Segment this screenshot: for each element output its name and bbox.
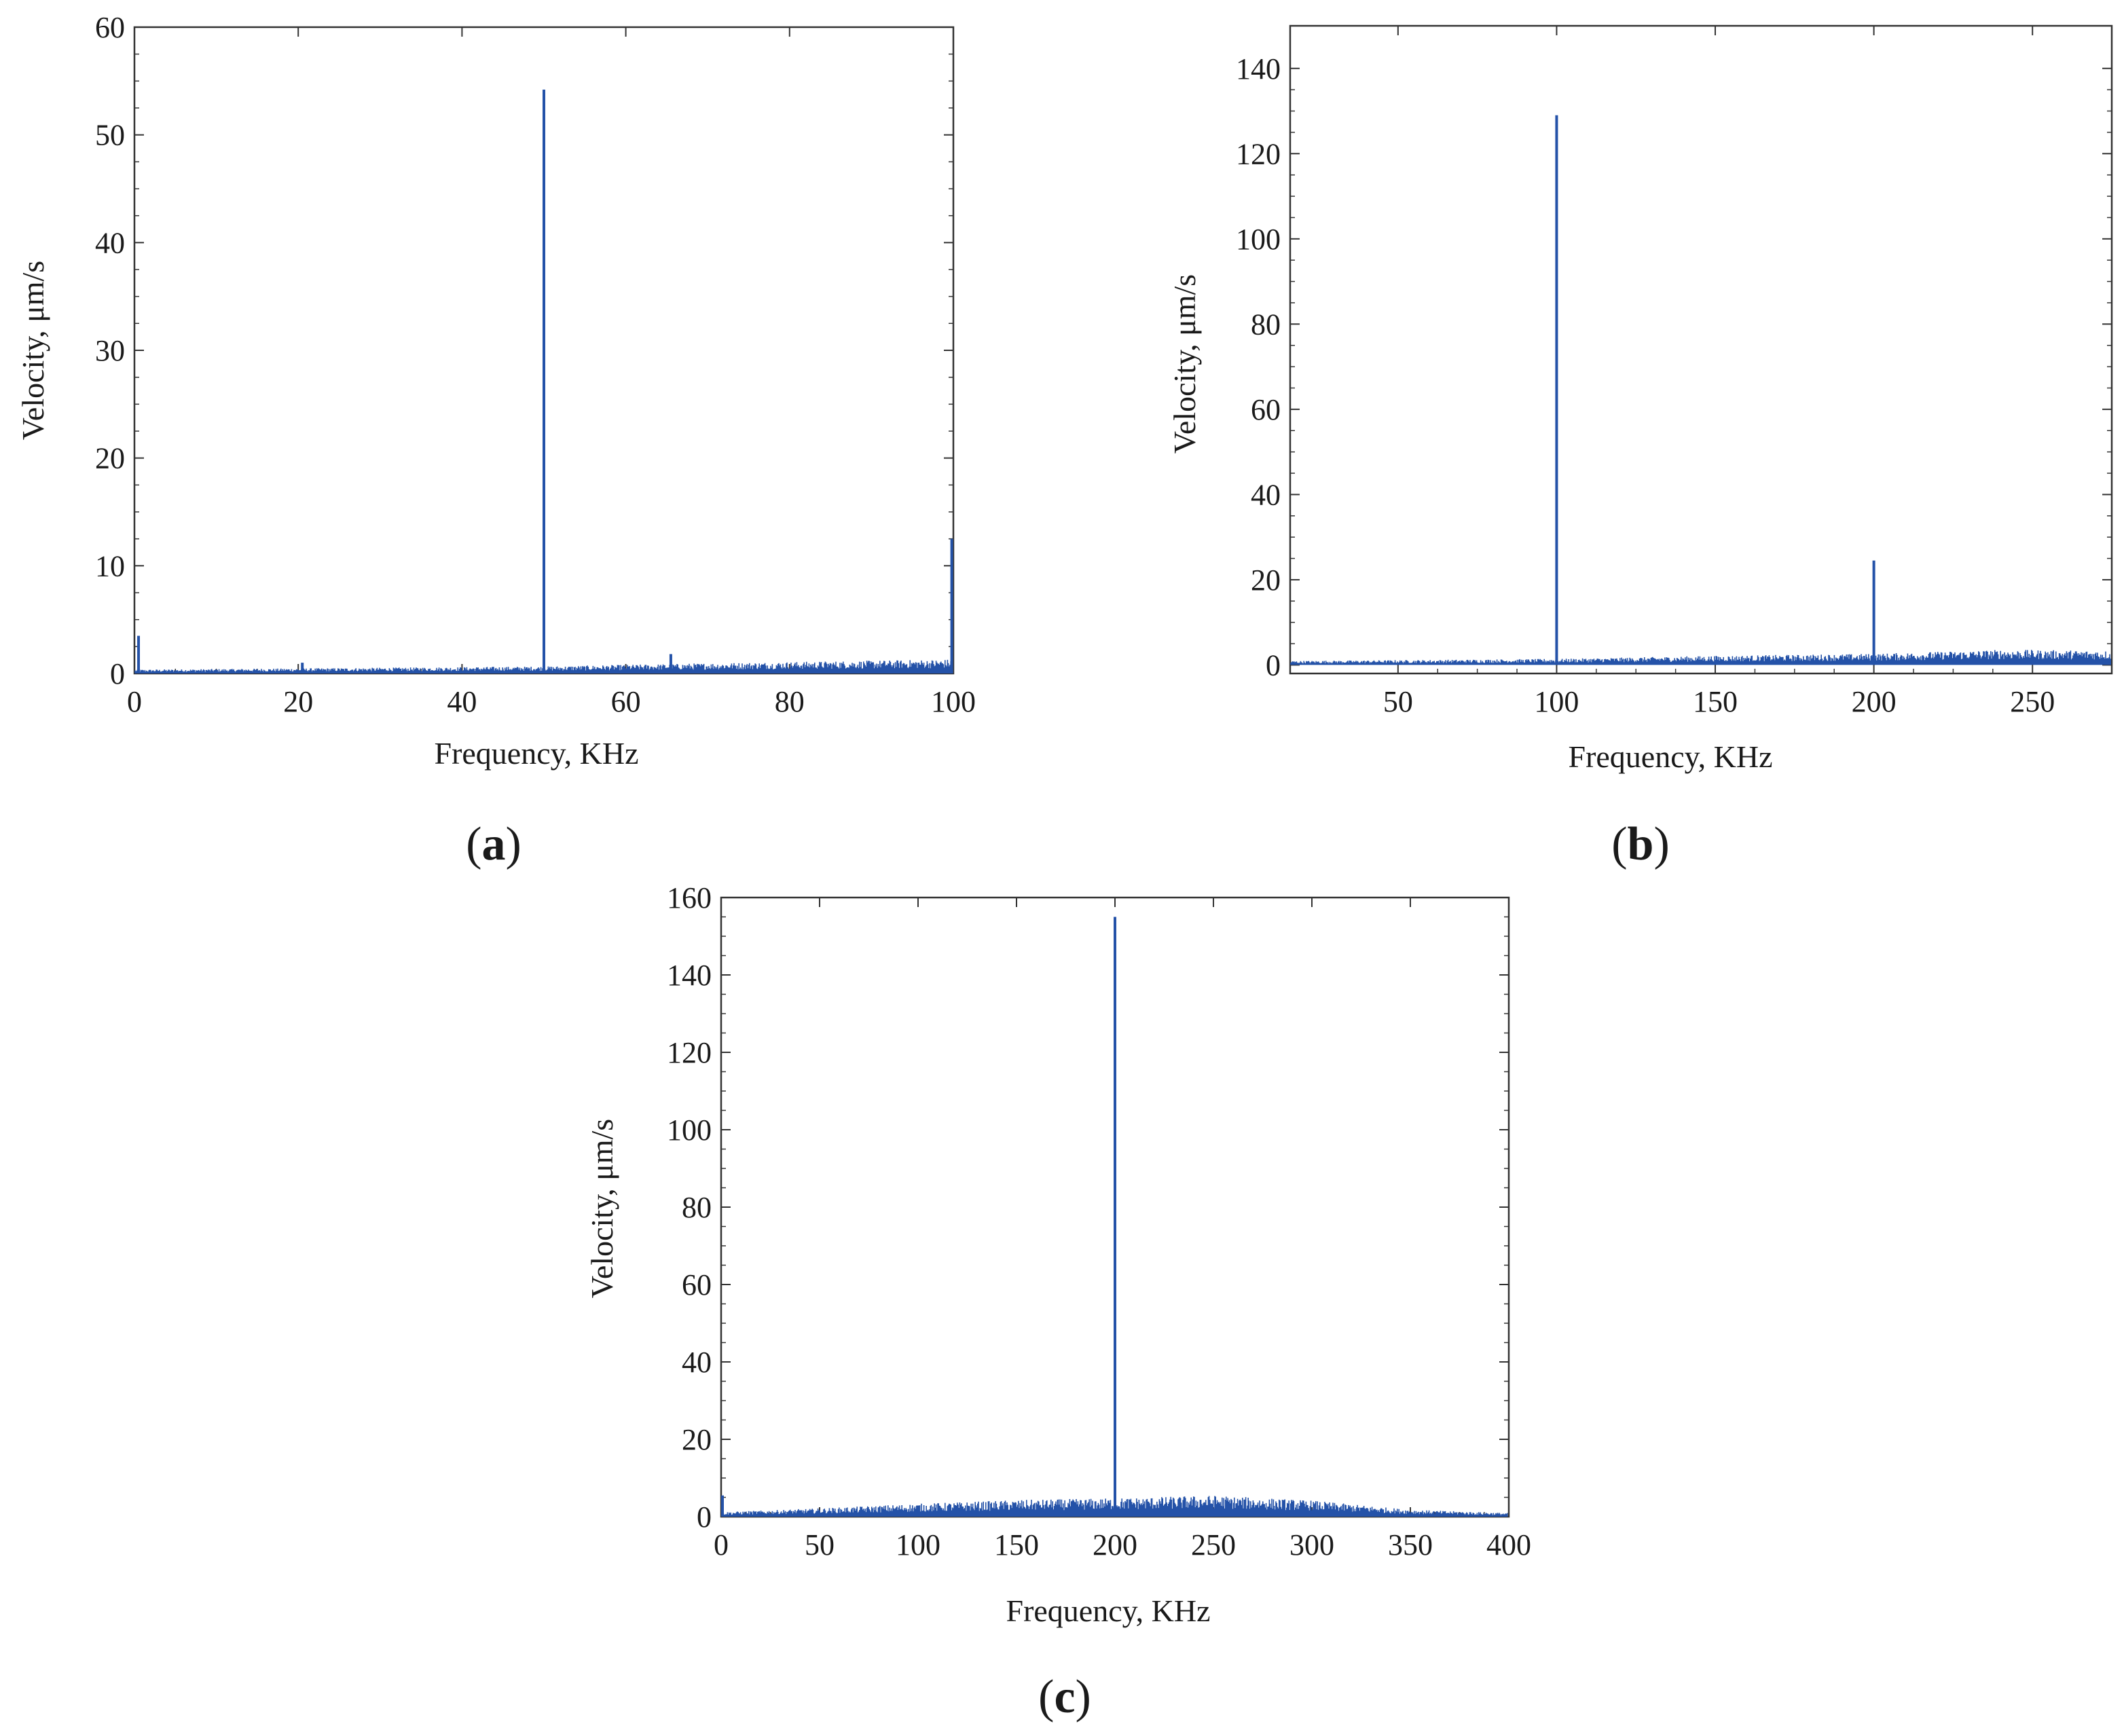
panel-c-y-tick-label: 120 bbox=[667, 1036, 712, 1069]
panel-c-x-tick-label: 0 bbox=[714, 1528, 729, 1562]
panel-a-x-tick-label: 0 bbox=[127, 685, 142, 718]
panel-b-y-tick-label: 20 bbox=[1251, 564, 1281, 597]
panel-b-x-tick-label: 50 bbox=[1383, 685, 1413, 718]
panel-b-y-tick-label: 40 bbox=[1251, 478, 1281, 511]
panel-b-y-tick-label: 0 bbox=[1266, 648, 1281, 682]
panel-b: 50 100 150 200 250 0 20 40 60 80 100 120 140 Frequen… bbox=[1167, 24, 2113, 870]
panel-b-label-letter: b bbox=[1628, 818, 1654, 870]
panel-b-y-tick-label: 60 bbox=[1251, 393, 1281, 426]
panel-a-x-tick-label: 60 bbox=[611, 685, 641, 718]
panel-c-y-tick-label: 60 bbox=[682, 1268, 712, 1301]
panel-b-x-tick-label: 100 bbox=[1534, 685, 1579, 718]
panel-b-tick-labels: 50 100 150 200 250 0 20 40 60 80 100 120 140 bbox=[1236, 52, 2055, 718]
panel-a-label-letter: a bbox=[482, 818, 506, 870]
panel-a-x-axis-title: Frequency, KHz bbox=[434, 736, 638, 771]
panel-c-x-tick-label: 300 bbox=[1289, 1528, 1334, 1562]
panel-a-x-tick-label: 40 bbox=[447, 685, 477, 718]
panel-b-x-tick-label: 150 bbox=[1693, 685, 1738, 718]
panel-c-tick-labels: 0 50 100 150 200 250 300 350 400 0 20 40 60 80 100 120 1… bbox=[667, 881, 1531, 1562]
panel-a-x-tick-label: 80 bbox=[775, 685, 805, 718]
panel-b-noise-floor bbox=[1290, 650, 2111, 665]
panel-a-tick-labels: 0 20 40 60 80 100 0 10 20 30 40 50 60 bbox=[95, 11, 976, 718]
panel-c-y-axis-title: Velocity, μm/s bbox=[585, 1119, 619, 1298]
panel-a-series bbox=[134, 90, 953, 673]
panel-b-plot-frame bbox=[1289, 24, 2113, 675]
panel-c-y-tick-label: 20 bbox=[682, 1423, 712, 1456]
panel-a-y-tick-label: 30 bbox=[95, 334, 125, 367]
panel-c-x-tick-label: 50 bbox=[805, 1528, 835, 1562]
panel-c: 0 50 100 150 200 250 300 350 400 0 20 40 60 80 100 120 1… bbox=[585, 881, 1531, 1723]
panel-c-y-tick-label: 140 bbox=[667, 959, 712, 992]
panel-a-y-tick-label: 0 bbox=[110, 657, 125, 690]
panel-b-y-tick-label: 100 bbox=[1236, 223, 1281, 256]
panel-c-y-tick-label: 0 bbox=[697, 1500, 712, 1534]
panel-b-x-axis-title: Frequency, KHz bbox=[1568, 739, 1772, 774]
panel-a-x-tick-label: 20 bbox=[283, 685, 313, 718]
panel-b-x-tick-label: 200 bbox=[1852, 685, 1897, 718]
panel-a-y-axis-title: Velocity, μm/s bbox=[16, 261, 50, 440]
panel-a: 0 20 40 60 80 100 0 10 20 30 40 50 60 Frequency, KHz… bbox=[16, 11, 976, 870]
panel-a-noise-floor bbox=[134, 659, 953, 673]
panel-a-label: (a) bbox=[466, 818, 521, 870]
panel-c-label-letter: c bbox=[1054, 1671, 1075, 1723]
panel-c-x-tick-label: 200 bbox=[1093, 1528, 1137, 1562]
panel-a-y-tick-label: 20 bbox=[95, 442, 125, 475]
panel-b-y-tick-label: 80 bbox=[1251, 308, 1281, 341]
panel-a-y-tick-label: 10 bbox=[95, 549, 125, 583]
panel-a-y-tick-label: 60 bbox=[95, 11, 125, 44]
panel-c-x-tick-label: 150 bbox=[994, 1528, 1039, 1562]
panel-b-y-tick-label: 140 bbox=[1236, 52, 1281, 86]
panel-b-y-tick-label: 120 bbox=[1236, 137, 1281, 170]
panel-b-series bbox=[1290, 115, 2111, 665]
panel-c-y-tick-label: 40 bbox=[682, 1346, 712, 1379]
panel-c-x-tick-label: 350 bbox=[1388, 1528, 1433, 1562]
panel-c-y-tick-label: 160 bbox=[667, 881, 712, 915]
panel-b-y-axis-title: Velocity, μm/s bbox=[1167, 274, 1202, 454]
panel-c-y-tick-label: 80 bbox=[682, 1191, 712, 1224]
panel-c-label: (c) bbox=[1038, 1671, 1091, 1723]
panel-b-ticks bbox=[1290, 26, 2112, 673]
panel-c-x-tick-label: 400 bbox=[1486, 1528, 1531, 1562]
panel-c-x-tick-label: 100 bbox=[896, 1528, 940, 1562]
panel-c-x-axis-title: Frequency, KHz bbox=[1006, 1593, 1210, 1628]
panel-b-label: (b) bbox=[1611, 818, 1670, 870]
panel-a-y-tick-label: 40 bbox=[95, 226, 125, 259]
panel-a-y-tick-label: 50 bbox=[95, 119, 125, 152]
panel-c-series bbox=[721, 917, 1508, 1517]
panel-b-x-tick-label: 250 bbox=[2010, 685, 2055, 718]
panel-a-x-tick-label: 100 bbox=[931, 685, 976, 718]
panel-c-y-tick-label: 100 bbox=[667, 1113, 712, 1147]
panel-c-x-tick-label: 250 bbox=[1191, 1528, 1236, 1562]
